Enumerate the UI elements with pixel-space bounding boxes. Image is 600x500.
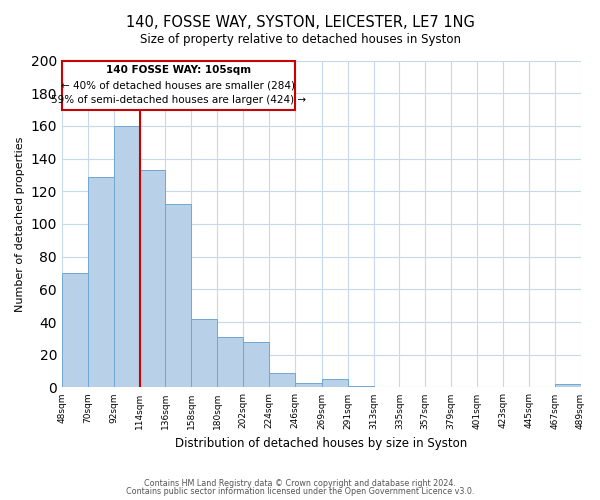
Bar [140, 170, 166, 388]
Bar [113, 126, 140, 388]
Text: Size of property relative to detached houses in Syston: Size of property relative to detached ho… [139, 32, 461, 46]
Bar [88, 176, 113, 388]
X-axis label: Distribution of detached houses by size in Syston: Distribution of detached houses by size … [175, 437, 467, 450]
Bar [243, 342, 269, 388]
Bar [166, 204, 191, 388]
Bar [554, 384, 581, 388]
Bar [217, 337, 243, 388]
Bar [62, 273, 88, 388]
FancyBboxPatch shape [62, 60, 295, 110]
Bar [269, 372, 295, 388]
Text: 140, FOSSE WAY, SYSTON, LEICESTER, LE7 1NG: 140, FOSSE WAY, SYSTON, LEICESTER, LE7 1… [125, 15, 475, 30]
Bar [295, 382, 322, 388]
Text: ← 40% of detached houses are smaller (284): ← 40% of detached houses are smaller (28… [61, 80, 295, 90]
Text: Contains public sector information licensed under the Open Government Licence v3: Contains public sector information licen… [126, 487, 474, 496]
Text: Contains HM Land Registry data © Crown copyright and database right 2024.: Contains HM Land Registry data © Crown c… [144, 478, 456, 488]
Bar [347, 386, 374, 388]
Bar [191, 319, 217, 388]
Text: 59% of semi-detached houses are larger (424) →: 59% of semi-detached houses are larger (… [51, 95, 306, 105]
Bar [322, 380, 347, 388]
Text: 140 FOSSE WAY: 105sqm: 140 FOSSE WAY: 105sqm [106, 66, 251, 76]
Y-axis label: Number of detached properties: Number of detached properties [15, 136, 25, 312]
